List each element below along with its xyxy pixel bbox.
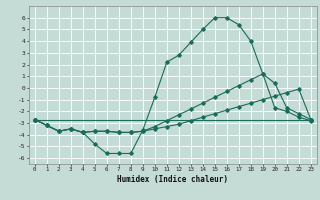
X-axis label: Humidex (Indice chaleur): Humidex (Indice chaleur) [117,175,228,184]
